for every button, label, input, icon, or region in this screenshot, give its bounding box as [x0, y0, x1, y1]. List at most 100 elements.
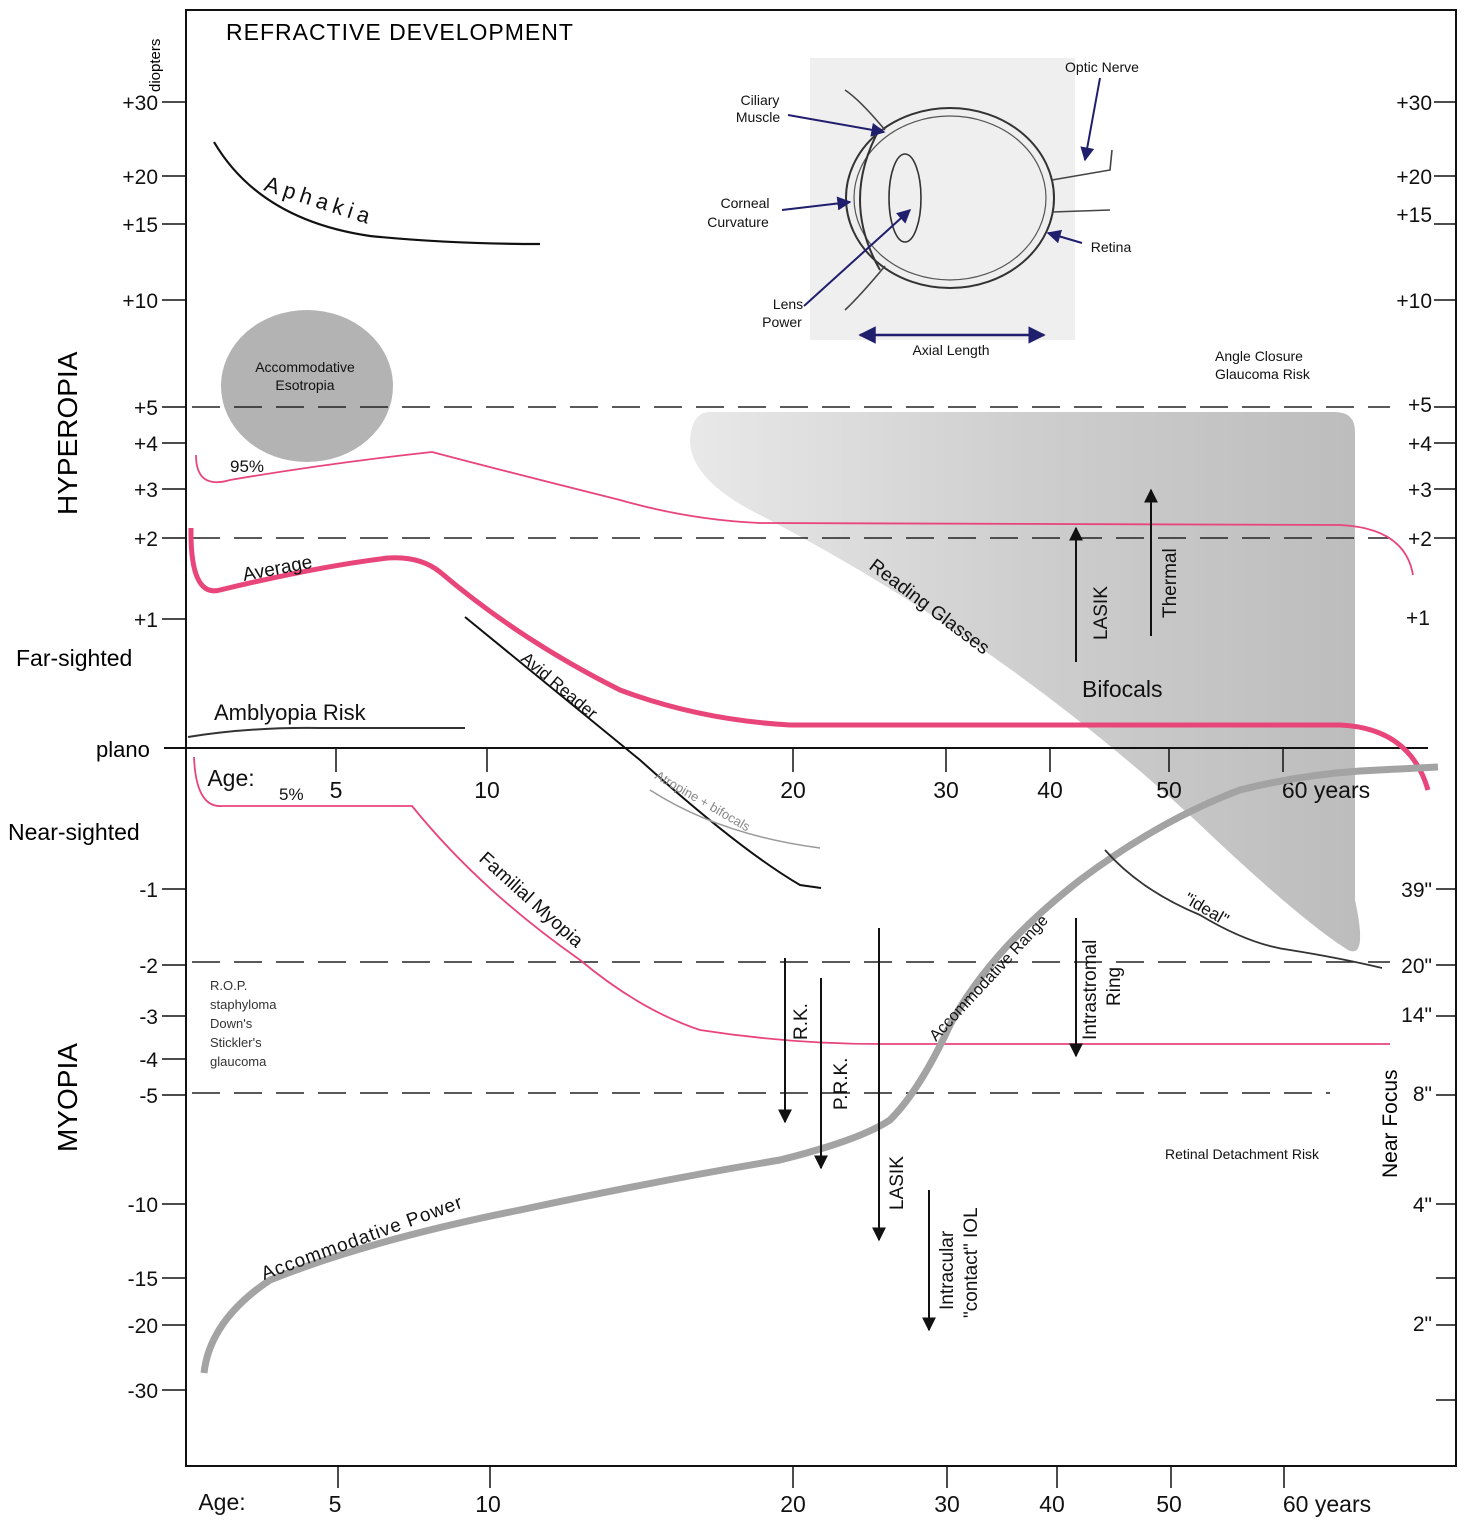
optic-nerve-label: Optic Nerve	[1065, 59, 1139, 75]
rop-conditions: R.O.P. staphyloma Down's Stickler's glau…	[210, 978, 277, 1069]
y-tick-right: 14"	[1401, 1004, 1432, 1027]
y-tick-right: +10	[1396, 290, 1432, 313]
iol-label: "contact" IOL	[961, 1207, 982, 1318]
y-tick-right: +3	[1408, 479, 1432, 502]
axial-length-label: Axial Length	[912, 342, 989, 358]
myopia-label: MYOPIA	[52, 1043, 83, 1152]
x-tick-inner: 30	[933, 777, 959, 803]
lens-label: Power	[762, 314, 802, 330]
left-axis: +30 +20 +15 +10 +5 +4 +3 +2 +1 -1 -2 -3 …	[122, 92, 186, 1403]
inner-age-axis: Age: 5 10 20 30 40 50 60 years	[207, 748, 1370, 803]
accommodative-range-label: Accommodative Range	[926, 912, 1051, 1045]
familial-myopia-label: Familial Myopia	[475, 848, 587, 952]
intrastromal-label: Ring	[1104, 967, 1125, 1006]
y-tick-right: +30	[1396, 92, 1432, 115]
lens-label: Lens	[773, 296, 803, 312]
x-tick-inner: 40	[1037, 777, 1063, 803]
y-tick-left: -4	[139, 1049, 158, 1072]
rop-line: staphyloma	[210, 997, 277, 1012]
y-tick-right: +1	[1406, 607, 1430, 630]
y-tick-right: 20"	[1401, 955, 1432, 978]
x-tick-inner: 5	[330, 777, 343, 803]
y-tick-right: 39"	[1401, 879, 1432, 902]
y-tick-left: -2	[139, 955, 158, 978]
corneal-label: Curvature	[707, 214, 769, 230]
accommodative-curve	[200, 763, 1439, 1374]
y-tick-left: +30	[122, 92, 158, 115]
y-tick-left: +3	[134, 479, 158, 502]
optic-nerve-shape	[1051, 149, 1113, 213]
ideal-label: "ideal"	[1181, 889, 1232, 929]
x-tick-inner: 10	[474, 777, 500, 803]
y-tick-left: +10	[122, 290, 158, 313]
lens-shape	[888, 153, 922, 243]
y-tick-right: 8"	[1413, 1083, 1432, 1106]
far-sighted-label: Far-sighted	[16, 645, 132, 671]
age-label-bottom: Age:	[198, 1489, 245, 1515]
lasik-lower-label: LASIK	[887, 1156, 908, 1210]
y-tick-right: +20	[1396, 166, 1432, 189]
near-focus-label: Near Focus	[1379, 1069, 1402, 1178]
aphakia-label: Aphakia	[261, 171, 378, 230]
prk-label: P.R.K.	[831, 1058, 852, 1110]
y-tick-right: +5	[1408, 394, 1432, 417]
bottom-age-axis: Age: 5 10 20 30 40 50 60 years	[198, 1466, 1371, 1517]
plano-label: plano	[96, 737, 150, 762]
cornea-shape	[859, 127, 881, 271]
rop-line: R.O.P.	[210, 978, 247, 993]
esotropia-region	[221, 310, 393, 462]
p95-label: 95%	[230, 457, 264, 476]
x-tick-bottom: 30	[934, 1491, 960, 1517]
hyperopia-label: HYPEROPIA	[52, 351, 83, 515]
procedure-labels: LASIK Thermal R.K. P.R.K. LASIK Intrastr…	[791, 548, 1181, 1318]
ciliary-label: Muscle	[736, 109, 781, 125]
eye-diagram: Ciliary Muscle Corneal Curvature Lens Po…	[707, 58, 1139, 358]
y-tick-right: +4	[1408, 433, 1432, 456]
x-tick-bottom: 50	[1156, 1491, 1182, 1517]
aphakia-curve	[213, 141, 541, 246]
angle-closure-label: Angle Closure	[1215, 348, 1303, 364]
y-tick-right: +15	[1396, 204, 1432, 227]
diopters-unit-label: diopters	[147, 39, 164, 92]
ideal-curve	[1104, 849, 1383, 969]
y-tick-left: -5	[139, 1085, 158, 1108]
x-tick-bottom: 10	[475, 1491, 501, 1517]
y-tick-left: -20	[128, 1315, 158, 1338]
x-tick-inner: 50	[1156, 777, 1182, 803]
retinal-detachment-label: Retinal Detachment Risk	[1165, 1146, 1320, 1162]
x-tick-bottom: 60 years	[1283, 1491, 1371, 1517]
y-tick-left: -3	[139, 1006, 158, 1029]
rop-line: glaucoma	[210, 1054, 267, 1069]
angle-closure-label: Glaucoma Risk	[1215, 366, 1311, 382]
chart-title: REFRACTIVE DEVELOPMENT	[226, 19, 574, 45]
x-tick-bottom: 20	[780, 1491, 806, 1517]
corneal-label: Corneal	[720, 195, 769, 211]
intrastromal-label: Intrastromal	[1080, 940, 1101, 1040]
procedure-arrows	[778, 488, 1158, 1332]
near-sighted-label: Near-sighted	[8, 819, 140, 845]
y-tick-right: 2"	[1413, 1313, 1432, 1336]
thermal-label: Thermal	[1160, 548, 1181, 618]
retina-label: Retina	[1091, 239, 1132, 255]
shaded-regions	[221, 310, 1361, 952]
atropine-curve	[649, 789, 821, 849]
eyeball-inner	[853, 115, 1047, 281]
esotropia-label: Esotropia	[275, 377, 334, 393]
ciliary-label: Ciliary	[741, 92, 780, 108]
lasik-upper-label: LASIK	[1091, 586, 1112, 640]
bifocals-label: Bifocals	[1082, 676, 1163, 702]
y-tick-left: -30	[128, 1380, 158, 1403]
x-tick-bottom: 5	[329, 1491, 342, 1517]
p95-curve	[195, 451, 1414, 576]
y-tick-left: -1	[139, 879, 158, 902]
y-tick-right: +2	[1408, 528, 1432, 551]
chart-frame	[185, 9, 1457, 1467]
y-tick-left: +15	[122, 214, 158, 237]
y-tick-left: +2	[134, 528, 158, 551]
accommodative-power-label: Accommodative Power	[259, 1192, 467, 1285]
x-tick-bottom: 40	[1039, 1491, 1065, 1517]
rop-line: Down's	[210, 1016, 253, 1031]
y-tick-left: +5	[134, 397, 158, 420]
age-label-inner: Age:	[207, 765, 254, 791]
